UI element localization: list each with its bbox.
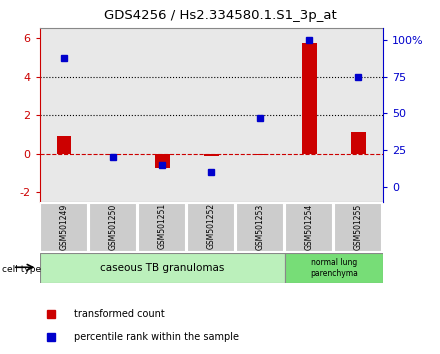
Text: GSM501255: GSM501255 bbox=[354, 203, 363, 250]
Text: GSM501249: GSM501249 bbox=[59, 203, 69, 250]
Text: GSM501254: GSM501254 bbox=[305, 203, 314, 250]
Text: GSM501250: GSM501250 bbox=[109, 203, 117, 250]
Bar bbox=[302, 43, 317, 154]
Text: cell type: cell type bbox=[2, 264, 41, 274]
Bar bbox=[351, 132, 366, 154]
Bar bbox=[204, 154, 219, 155]
Text: GSM501253: GSM501253 bbox=[256, 203, 265, 250]
Bar bbox=[40, 253, 285, 283]
Bar bbox=[138, 203, 186, 252]
Bar bbox=[89, 203, 137, 252]
Bar bbox=[334, 203, 382, 252]
Text: GDS4256 / Hs2.334580.1.S1_3p_at: GDS4256 / Hs2.334580.1.S1_3p_at bbox=[104, 9, 336, 22]
Text: transformed count: transformed count bbox=[74, 309, 165, 319]
Bar bbox=[285, 203, 333, 252]
Text: normal lung
parenchyma: normal lung parenchyma bbox=[310, 258, 358, 278]
Bar bbox=[253, 154, 268, 155]
Text: GSM501251: GSM501251 bbox=[158, 203, 167, 250]
Text: percentile rank within the sample: percentile rank within the sample bbox=[74, 332, 239, 342]
Text: GSM501252: GSM501252 bbox=[207, 203, 216, 250]
Bar bbox=[236, 203, 284, 252]
Bar bbox=[285, 253, 383, 283]
Bar bbox=[155, 154, 169, 168]
Bar bbox=[187, 203, 235, 252]
Bar bbox=[57, 136, 71, 154]
Bar bbox=[106, 154, 121, 155]
Text: caseous TB granulomas: caseous TB granulomas bbox=[100, 263, 224, 273]
Bar bbox=[40, 203, 88, 252]
